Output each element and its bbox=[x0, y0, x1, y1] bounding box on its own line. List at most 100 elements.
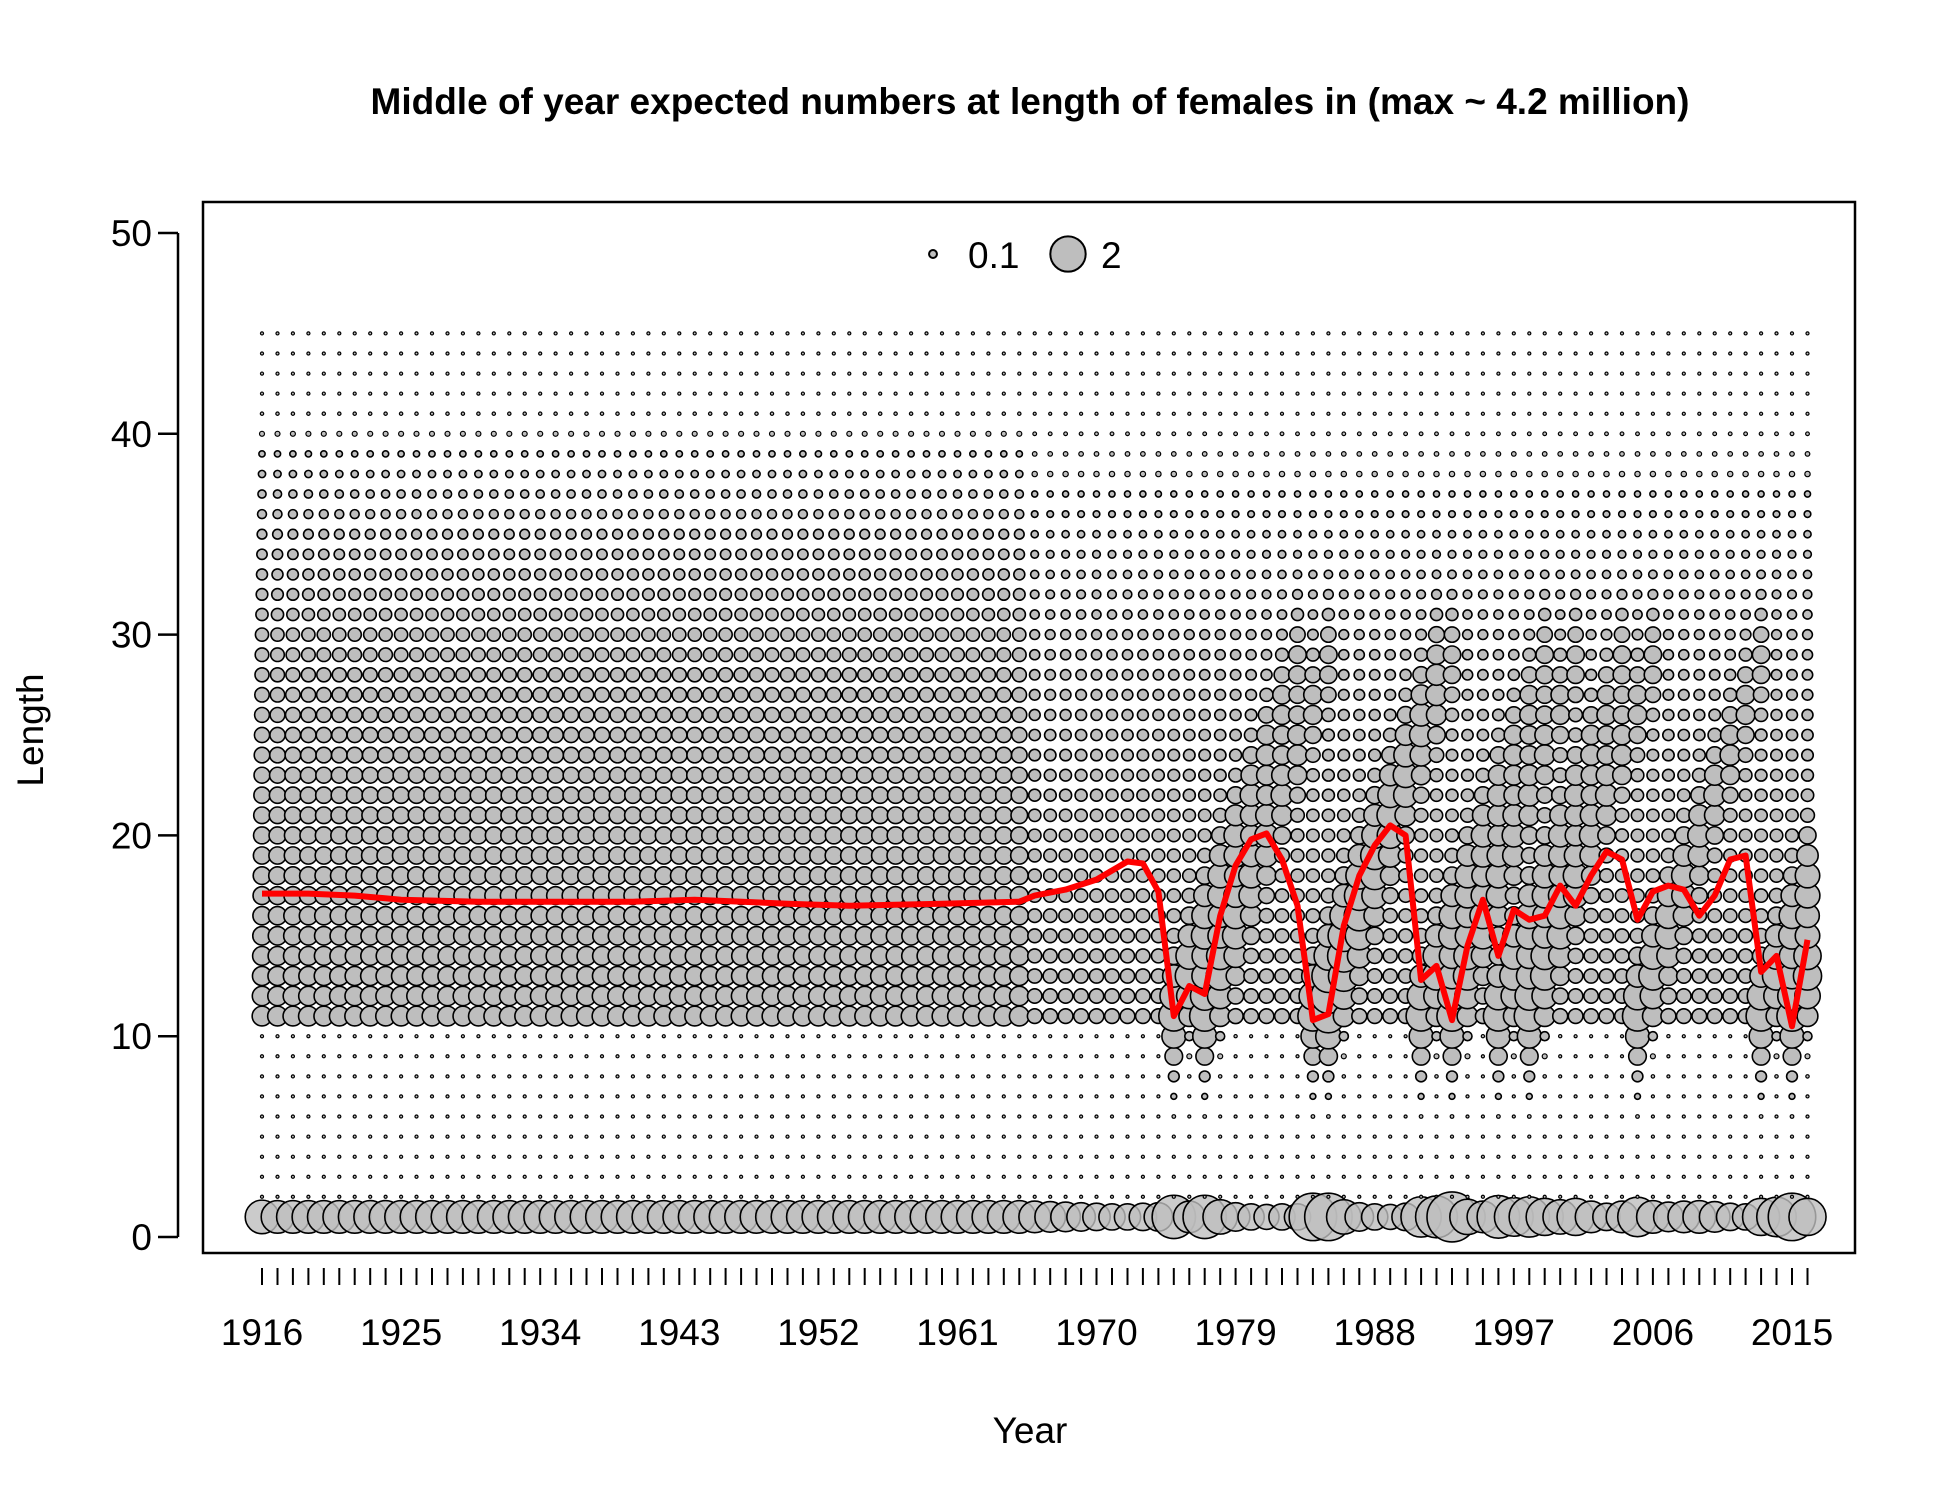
bubble-1919-L8 bbox=[306, 1074, 311, 1079]
bubble-1943-L38 bbox=[674, 469, 684, 479]
bubble-1925-L44 bbox=[398, 351, 404, 356]
bubble-2008-L15 bbox=[1674, 926, 1694, 946]
bubble-1918-L35 bbox=[287, 528, 299, 540]
bubble-1957-L6 bbox=[893, 1114, 898, 1119]
bubble-1945-L6 bbox=[708, 1114, 713, 1119]
bubble-2015-L5 bbox=[1789, 1134, 1795, 1139]
bubble-1977-L28 bbox=[1198, 668, 1211, 681]
bubble-1996-L29 bbox=[1492, 648, 1505, 661]
bubble-1996-L42 bbox=[1496, 391, 1501, 396]
bubble-1995-L37 bbox=[1479, 490, 1487, 498]
bubble-1965-L45 bbox=[1017, 331, 1022, 336]
bubble-1995-L35 bbox=[1478, 529, 1488, 539]
bubble-1963-L42 bbox=[986, 391, 991, 396]
bubble-1992-L40 bbox=[1434, 431, 1439, 437]
bubble-2002-L32 bbox=[1585, 589, 1597, 600]
bubble-1957-L41 bbox=[893, 411, 898, 416]
bubble-1917-L43 bbox=[275, 371, 280, 376]
bubble-1951-L34 bbox=[796, 548, 809, 561]
bubble-1922-L45 bbox=[352, 331, 357, 336]
bubble-1957-L9 bbox=[893, 1054, 898, 1059]
bubble-1942-L23 bbox=[655, 766, 673, 784]
bubble-1975-L33 bbox=[1168, 569, 1179, 580]
bubble-1916-L4 bbox=[259, 1154, 265, 1159]
bubble-2004-L21 bbox=[1614, 807, 1630, 823]
bubble-1993-L33 bbox=[1447, 569, 1458, 580]
bubble-1992-L41 bbox=[1434, 411, 1439, 416]
bubble-1928-L6 bbox=[445, 1114, 450, 1119]
bubble-1967-L30 bbox=[1044, 628, 1056, 641]
bubble-1977-L36 bbox=[1200, 509, 1209, 519]
bubble-1970-L2 bbox=[1094, 1194, 1099, 1199]
bubble-1986-L41 bbox=[1341, 411, 1346, 416]
bubble-1929-L24 bbox=[454, 746, 472, 764]
bubble-1941-L43 bbox=[646, 371, 651, 376]
bubble-1967-L43 bbox=[1048, 371, 1053, 376]
bubble-2005-L6 bbox=[1635, 1114, 1640, 1119]
bubble-1951-L10 bbox=[800, 1034, 806, 1039]
bubble-1964-L38 bbox=[999, 469, 1009, 479]
bubble-1954-L42 bbox=[847, 391, 852, 396]
bubble-1984-L18 bbox=[1305, 868, 1321, 883]
bubble-1959-L9 bbox=[924, 1054, 929, 1059]
bubble-1963-L29 bbox=[980, 647, 997, 663]
bubble-1971-L31 bbox=[1106, 609, 1118, 620]
bubble-1999-L45 bbox=[1542, 331, 1547, 336]
bubble-1955-L2 bbox=[862, 1194, 867, 1199]
bubble-2001-L12 bbox=[1567, 987, 1584, 1004]
bubble-1998-L32 bbox=[1524, 589, 1535, 600]
bubble-1986-L37 bbox=[1339, 490, 1348, 498]
bubble-1975-L44 bbox=[1171, 351, 1176, 356]
bubble-2013-L8 bbox=[1754, 1070, 1768, 1083]
bubble-1984-L26 bbox=[1302, 704, 1324, 726]
bubble-1945-L36 bbox=[704, 508, 716, 520]
x-tick-label-1934: 1934 bbox=[499, 1312, 581, 1353]
bubble-1969-L27 bbox=[1074, 688, 1088, 701]
bubble-1929-L37 bbox=[458, 489, 468, 499]
bubble-1988-L26 bbox=[1368, 708, 1381, 722]
bubble-1958-L31 bbox=[904, 607, 918, 622]
bubble-1940-L36 bbox=[627, 508, 639, 520]
bubble-1995-L31 bbox=[1477, 609, 1489, 620]
bubble-1943-L35 bbox=[673, 528, 685, 540]
bubble-1997-L28 bbox=[1507, 668, 1521, 682]
bubble-1950-L31 bbox=[780, 607, 795, 622]
bubble-1972-L45 bbox=[1125, 331, 1130, 336]
bubble-1995-L7 bbox=[1480, 1094, 1486, 1099]
bubble-1976-L18 bbox=[1181, 868, 1197, 884]
bubble-1926-L29 bbox=[408, 647, 425, 663]
bubble-1961-L37 bbox=[952, 489, 963, 499]
bubble-1928-L22 bbox=[438, 786, 457, 805]
bubble-1988-L8 bbox=[1372, 1074, 1377, 1079]
bubble-1977-L32 bbox=[1199, 589, 1210, 600]
bubble-1953-L20 bbox=[824, 826, 844, 845]
bubble-1918-L4 bbox=[290, 1154, 296, 1159]
bubble-1930-L8 bbox=[476, 1074, 481, 1079]
bubble-1934-L6 bbox=[538, 1114, 543, 1119]
bubble-2007-L43 bbox=[1666, 371, 1671, 376]
bubble-1982-L33 bbox=[1277, 569, 1287, 580]
bubble-2011-L16 bbox=[1722, 908, 1738, 924]
bubble-1995-L5 bbox=[1480, 1134, 1486, 1139]
bubble-1961-L41 bbox=[955, 411, 960, 416]
bubble-1933-L20 bbox=[515, 826, 534, 845]
bubble-1988-L24 bbox=[1367, 748, 1382, 762]
bubble-1935-L4 bbox=[553, 1154, 558, 1159]
bubble-1939-L33 bbox=[611, 568, 624, 581]
bubble-1951-L24 bbox=[794, 746, 812, 764]
bubble-1982-L16 bbox=[1274, 908, 1290, 924]
bubble-1964-L35 bbox=[998, 528, 1010, 540]
bubble-2015-L33 bbox=[1787, 569, 1797, 580]
bubble-1970-L24 bbox=[1089, 748, 1104, 762]
bubble-2012-L32 bbox=[1740, 589, 1751, 600]
bubble-1941-L3 bbox=[646, 1174, 651, 1179]
y-tick-label-0: 0 bbox=[131, 1217, 152, 1258]
bubble-1997-L34 bbox=[1509, 549, 1519, 559]
bubble-1925-L28 bbox=[393, 666, 409, 683]
bubble-1962-L38 bbox=[968, 469, 978, 479]
bubble-1928-L44 bbox=[445, 351, 450, 356]
bubble-1927-L41 bbox=[429, 411, 435, 416]
bubble-1925-L27 bbox=[393, 686, 410, 703]
bubble-1960-L3 bbox=[939, 1174, 945, 1179]
bubble-1995-L42 bbox=[1480, 391, 1486, 396]
